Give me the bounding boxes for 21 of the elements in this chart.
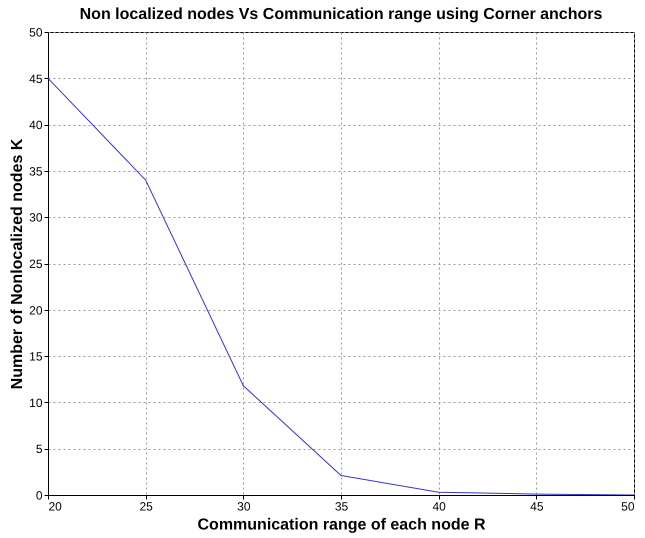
x-tick-label: 20: [48, 500, 62, 514]
y-tick-label: 25: [29, 257, 43, 271]
y-tick-label: 35: [29, 164, 43, 178]
y-tick-label: 0: [36, 488, 43, 502]
x-tick-label: 30: [237, 500, 251, 514]
y-tick-label: 20: [29, 303, 43, 318]
chart-title: Non localized nodes Vs Communication range using Corner anchors: [80, 6, 602, 23]
y-tick-label: 45: [29, 72, 43, 86]
y-tick-label: 10: [29, 396, 43, 410]
x-tick-label: 40: [432, 500, 446, 514]
x-tick-label: 45: [530, 500, 544, 514]
y-tick-label: 50: [29, 26, 43, 40]
x-tick-label: 25: [139, 500, 154, 514]
y-axis-title: Number of Nonlocalized nodes K: [9, 138, 26, 390]
y-tick-label: 30: [29, 210, 43, 225]
x-axis-title: Communication range of each node R: [197, 516, 486, 534]
x-tick-label: 35: [334, 500, 348, 514]
y-tick-label: 40: [29, 118, 43, 132]
x-tick-label: 50: [621, 500, 635, 514]
y-tick-label: 5: [36, 442, 43, 456]
y-tick-label: 15: [29, 350, 43, 364]
